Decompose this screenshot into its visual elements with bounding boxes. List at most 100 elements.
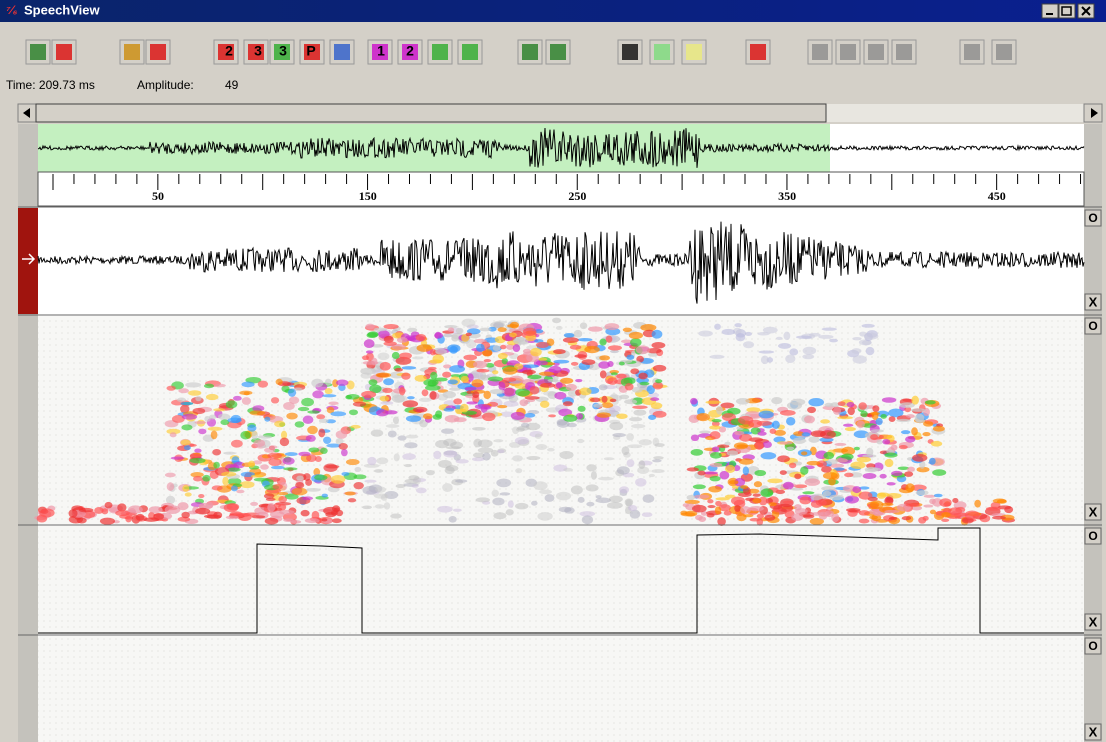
spectrogram-cell <box>816 499 827 506</box>
spectrogram-cell <box>608 345 622 350</box>
spectrogram-cell <box>271 466 285 470</box>
spectrogram-cell <box>844 473 853 477</box>
spectrogram-cell <box>727 450 738 456</box>
spectrogram-cell <box>539 490 552 495</box>
minimize-button[interactable] <box>1042 4 1058 18</box>
spectrogram-cell <box>441 428 454 434</box>
spectrogram-cell <box>993 498 1007 503</box>
spectrogram-cell <box>593 403 603 407</box>
toolbar-icon-label: 2 <box>406 43 414 59</box>
spectrogram-cell <box>321 518 327 521</box>
spectrogram-cell <box>807 461 821 465</box>
toolbar-icon <box>124 44 140 60</box>
spectrogram-cell <box>167 482 174 491</box>
window-controls[interactable] <box>1042 4 1094 18</box>
spectrogram-cell <box>578 338 593 341</box>
spectrogram-cell <box>622 446 630 455</box>
spectrogram-cell <box>341 472 349 476</box>
spectrogram-cell <box>697 471 705 476</box>
spectrogram-cell <box>276 379 283 385</box>
spectrogram-cell <box>736 513 746 521</box>
spectrogram-cell <box>449 516 457 523</box>
window-title: SpeechView <box>24 2 101 17</box>
spectrogram-cell <box>882 439 890 445</box>
spectrogram-cell <box>536 342 549 348</box>
spectrogram-cell <box>791 513 803 521</box>
spectrogram-cell <box>780 410 796 416</box>
spectrogram-cell <box>643 494 655 502</box>
scrollbar[interactable] <box>18 104 1102 122</box>
spectrogram-cell <box>860 411 867 417</box>
spectrogram-cell <box>915 414 925 423</box>
spectrogram-cell <box>223 452 235 455</box>
spectrogram-cell <box>285 452 298 456</box>
spectrogram-cell <box>425 385 441 391</box>
spectrogram-cell <box>789 348 798 355</box>
spectrogram-cell <box>911 427 918 435</box>
spectrogram-cell <box>443 391 456 398</box>
spectrogram-cell <box>580 322 587 329</box>
spectrogram-cell <box>502 378 516 382</box>
spectrogram-cell <box>508 500 514 507</box>
spectrogram-cell <box>166 386 175 391</box>
spectrogram-cell <box>268 458 281 466</box>
spectrogram-cell <box>466 333 472 336</box>
spectrogram-cell <box>367 331 378 337</box>
spectrogram-cell <box>872 405 879 412</box>
spectrogram-cell <box>752 498 761 503</box>
spectrogram-cell <box>992 516 1006 520</box>
spectrogram-cell <box>819 512 828 520</box>
spectrogram-cell <box>402 366 417 369</box>
scroll-thumb[interactable] <box>36 104 826 122</box>
spectrogram-cell <box>609 422 623 430</box>
spectrogram-cell <box>349 409 358 415</box>
spectrogram-cell <box>760 488 773 497</box>
spectrogram-cell <box>380 396 390 402</box>
toolbar-icon <box>868 44 884 60</box>
spectrogram-cell <box>714 324 721 330</box>
spectrogram-cell <box>416 488 427 494</box>
spectrogram-cell <box>184 445 191 450</box>
spectrogram-cell <box>757 514 764 519</box>
spectrogram-cell <box>525 396 540 400</box>
spectrogram-cell <box>296 476 304 481</box>
spectrogram-cell <box>435 349 447 355</box>
spectrogram-cell <box>295 482 304 488</box>
spectrogram-cell <box>323 507 338 515</box>
spectrogram-cell <box>306 488 321 492</box>
spectrogram-cell <box>213 408 225 411</box>
spectrogram-cell <box>316 414 325 419</box>
spectrogram-cell <box>922 432 930 436</box>
spectrogram-cell <box>240 431 250 439</box>
spectrogram-cell <box>492 370 498 374</box>
spectrogram-cell <box>617 466 630 474</box>
spectrogram-cell <box>793 437 806 444</box>
spectrogram-cell <box>69 509 78 518</box>
spectrogram-cell <box>754 470 766 476</box>
spectrogram-cell <box>616 374 626 379</box>
spectrogram-cell <box>846 508 861 512</box>
spectrogram-cell <box>422 389 429 396</box>
spectrogram-cell <box>336 380 348 386</box>
spectrogram-cell <box>724 511 732 516</box>
spectrogram-cell <box>350 425 360 429</box>
spectrogram-cell <box>394 453 400 461</box>
spectrogram-cell <box>820 419 830 423</box>
spectrogram-cell <box>267 453 281 459</box>
spectrogram-cell <box>269 445 277 448</box>
spectrogram-cell <box>649 474 655 477</box>
spectrogram-cell <box>325 388 333 394</box>
spectrogram-cell <box>515 437 529 445</box>
spectrogram-cell <box>241 382 254 388</box>
toolbar-icon <box>686 44 702 60</box>
panel-open-label: O <box>1088 529 1097 543</box>
spectrogram-cell <box>383 378 394 385</box>
spectrogram-cell <box>863 473 877 479</box>
toolbar-icon <box>750 44 766 60</box>
spectrogram-cell <box>524 413 535 418</box>
spectrogram-cell <box>577 439 584 443</box>
spectrogram-cell <box>371 429 383 436</box>
spectrogram-cell <box>639 382 649 386</box>
ruler-label: 450 <box>988 189 1006 203</box>
active-panel-marker <box>18 208 38 314</box>
